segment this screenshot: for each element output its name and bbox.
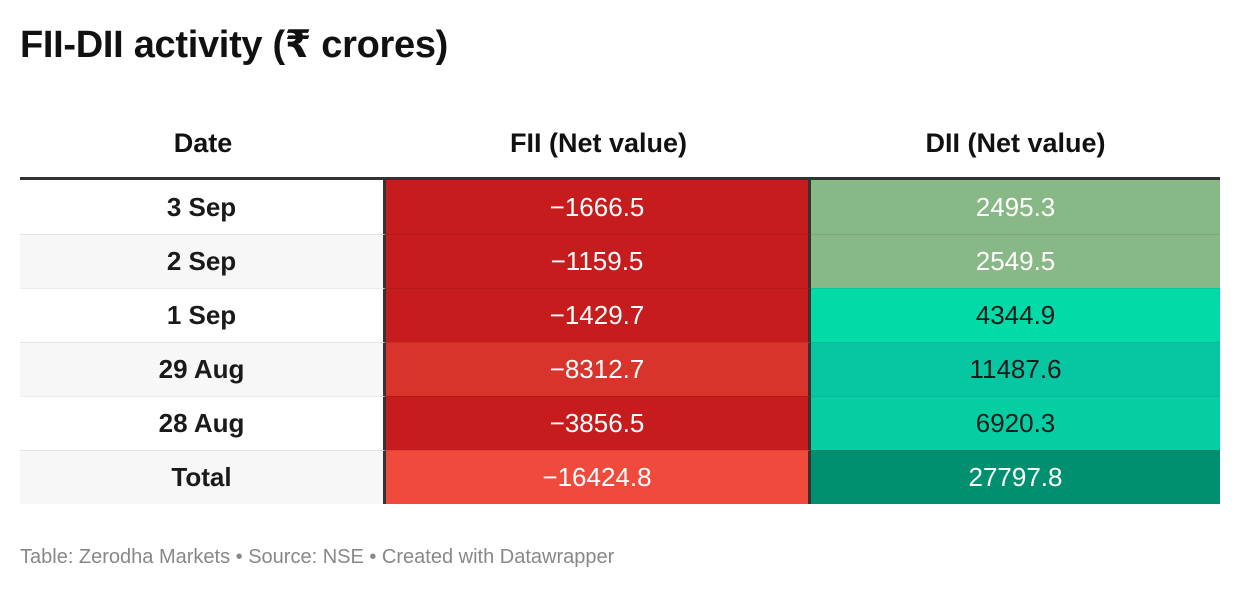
table-row: 29 Aug −8312.7 11487.6 (20, 342, 1220, 396)
table-header-row: Date FII (Net value) DII (Net value) (20, 110, 1220, 180)
fii-dii-table: Date FII (Net value) DII (Net value) 3 S… (20, 110, 1220, 504)
date-cell: 3 Sep (20, 180, 386, 234)
fii-value-cell: −1159.5 (386, 234, 811, 288)
fii-value-cell: −1429.7 (386, 288, 811, 342)
dii-value-cell: 6920.3 (811, 396, 1220, 450)
chart-title: FII-DII activity (₹ crores) (20, 24, 449, 66)
dii-value-cell: 2549.5 (811, 234, 1220, 288)
dii-value-cell: 4344.9 (811, 288, 1220, 342)
date-cell: 2 Sep (20, 234, 386, 288)
date-cell: 1 Sep (20, 288, 386, 342)
table-body: 3 Sep −1666.5 2495.3 2 Sep −1159.5 2549.5 1 Se… (20, 180, 1220, 504)
table-footer-credits: Table: Zerodha Markets • Source: NSE • C… (20, 546, 615, 568)
header-dii-net-value[interactable]: DII (Net value) (925, 128, 1106, 158)
header-date[interactable]: Date (173, 128, 233, 158)
table-row: 28 Aug −3856.5 6920.3 (20, 396, 1220, 450)
table-row: 2 Sep −1159.5 2549.5 (20, 234, 1220, 288)
table-row: 1 Sep −1429.7 4344.9 (20, 288, 1220, 342)
date-cell: 28 Aug (20, 396, 386, 450)
date-cell: 29 Aug (20, 342, 386, 396)
dii-value-cell: 11487.6 (811, 342, 1220, 396)
date-cell: Total (20, 450, 386, 504)
header-fii-net-value[interactable]: FII (Net value) (509, 128, 688, 158)
dii-value-cell: 2495.3 (811, 180, 1220, 234)
fii-value-cell: −3856.5 (386, 396, 811, 450)
fii-value-cell: −1666.5 (386, 180, 811, 234)
dii-value-cell: 27797.8 (811, 450, 1220, 504)
table-row: Total −16424.8 27797.8 (20, 450, 1220, 504)
fii-value-cell: −8312.7 (386, 342, 811, 396)
table-row: 3 Sep −1666.5 2495.3 (20, 180, 1220, 234)
fii-value-cell: −16424.8 (386, 450, 811, 504)
